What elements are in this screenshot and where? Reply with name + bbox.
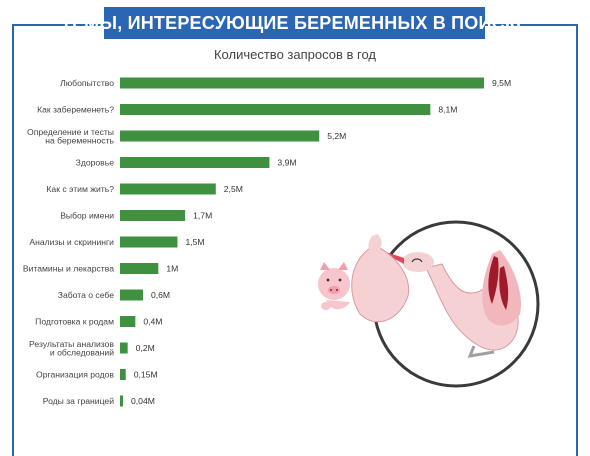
bar-12 <box>120 395 123 407</box>
value-label-4: 2,5M <box>224 184 243 194</box>
category-label-1: Как забеременеть? <box>37 105 114 115</box>
bar-10 <box>120 342 128 354</box>
category-label-7: Витамины и лекарства <box>23 264 114 274</box>
bar-1 <box>120 104 431 115</box>
category-label-3: Здоровье <box>76 158 115 168</box>
bar-3 <box>120 157 270 168</box>
category-label-11: Организация родов <box>36 370 114 380</box>
category-label-10: Результаты анализов и обследований <box>29 339 114 358</box>
value-label-1: 8,1M <box>438 105 457 115</box>
bar-9 <box>120 316 136 327</box>
value-label-7: 1M <box>166 264 178 274</box>
value-label-10: 0,2M <box>136 343 155 353</box>
category-label-12: Роды за границей <box>43 396 114 406</box>
bar-6 <box>120 236 178 248</box>
bar-chart: Любопытство 9,5M Как забеременеть? 8,1M Опре… <box>23 77 511 407</box>
bar-11 <box>120 369 126 380</box>
category-label-4: Как с этим жить? <box>46 184 114 194</box>
value-label-3: 3,9M <box>277 158 296 168</box>
bar-7 <box>120 263 159 274</box>
bar-4 <box>120 183 216 195</box>
category-label-2: Определение и тесты на беременность <box>27 127 114 146</box>
value-label-8: 0,6M <box>151 290 170 300</box>
category-label-9: Подготовка к родам <box>35 317 114 327</box>
category-label-5: Выбор имени <box>60 211 114 221</box>
page-title: ТЕМЫ, ИНТЕРЕСУЮЩИЕ БЕРЕМЕННЫХ В ПОИСКЕ <box>61 7 528 39</box>
value-label-6: 1,5M <box>185 237 204 247</box>
bar-8 <box>120 289 143 301</box>
category-label-8: Забота о себе <box>58 290 114 300</box>
value-label-12: 0,04M <box>131 396 155 406</box>
category-label-6: Анализы и скрининги <box>29 237 114 247</box>
bar-0 <box>120 77 484 89</box>
value-label-0: 9,5M <box>492 78 511 88</box>
chart-title: Количество запросов в год <box>213 47 376 62</box>
value-label-11: 0,15M <box>134 370 158 380</box>
bar-5 <box>120 210 186 221</box>
category-label-0: Любопытство <box>60 78 114 88</box>
bar-2 <box>120 130 320 142</box>
value-label-5: 1,7M <box>193 211 212 221</box>
value-label-9: 0,4M <box>143 317 162 327</box>
stork-carrying-piglet-icon <box>318 220 540 388</box>
value-label-2: 5,2M <box>327 131 346 141</box>
